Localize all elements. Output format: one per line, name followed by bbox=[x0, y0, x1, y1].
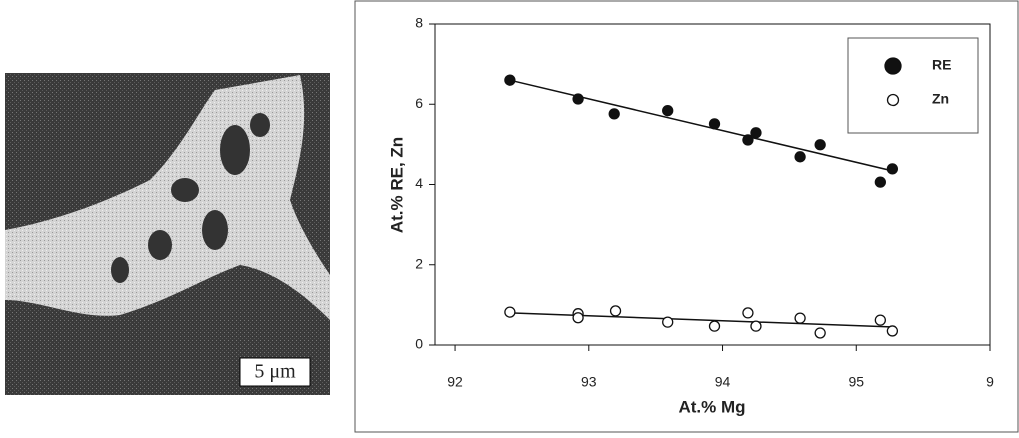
fit-line bbox=[510, 80, 892, 171]
figure: 5 μm At.% Mg At.% RE, Zn 92 93 94 95 9 0 2 4 6 8 R… bbox=[0, 0, 1019, 433]
fit-line bbox=[510, 313, 892, 327]
legend bbox=[848, 38, 978, 133]
point bbox=[875, 177, 885, 187]
point bbox=[663, 106, 673, 116]
y-tick-label: 2 bbox=[415, 255, 423, 271]
y-tick-label: 0 bbox=[415, 336, 423, 352]
x-tick-label: 95 bbox=[848, 374, 864, 390]
y-tick-label: 6 bbox=[415, 95, 423, 111]
page: 5 μm At.% Mg At.% RE, Zn 92 93 94 95 9 0 2 4 6 8 R… bbox=[0, 0, 1019, 438]
point bbox=[505, 307, 515, 317]
point bbox=[609, 109, 619, 119]
point bbox=[751, 128, 761, 138]
point bbox=[887, 326, 897, 336]
x-tick-label: 9 bbox=[986, 374, 994, 390]
point bbox=[815, 140, 825, 150]
y-tick-label: 4 bbox=[415, 175, 423, 191]
y-tick-label: 8 bbox=[415, 15, 423, 31]
x-tick-label: 92 bbox=[447, 374, 463, 390]
legend-label: Zn bbox=[932, 91, 949, 107]
point bbox=[795, 152, 805, 162]
point bbox=[611, 306, 621, 316]
point bbox=[875, 315, 885, 325]
point bbox=[710, 321, 720, 331]
legend-marker bbox=[888, 95, 899, 106]
point bbox=[573, 313, 583, 323]
scale-label: 5 μm bbox=[254, 361, 296, 383]
point bbox=[887, 164, 897, 174]
x-tick-label: 93 bbox=[581, 374, 597, 390]
legend-label: RE bbox=[932, 57, 951, 73]
point bbox=[573, 94, 583, 104]
legend-marker bbox=[885, 58, 901, 74]
micrograph: 5 μm bbox=[5, 73, 330, 395]
x-tick-label: 94 bbox=[715, 374, 731, 390]
point bbox=[663, 317, 673, 327]
point bbox=[743, 135, 753, 145]
x-axis-title: At.% Mg bbox=[678, 397, 745, 416]
y-axis-title: At.% RE, Zn bbox=[387, 137, 406, 233]
point bbox=[505, 75, 515, 85]
point bbox=[751, 321, 761, 331]
point bbox=[815, 328, 825, 338]
point bbox=[710, 119, 720, 129]
point bbox=[795, 313, 805, 323]
point bbox=[743, 308, 753, 318]
